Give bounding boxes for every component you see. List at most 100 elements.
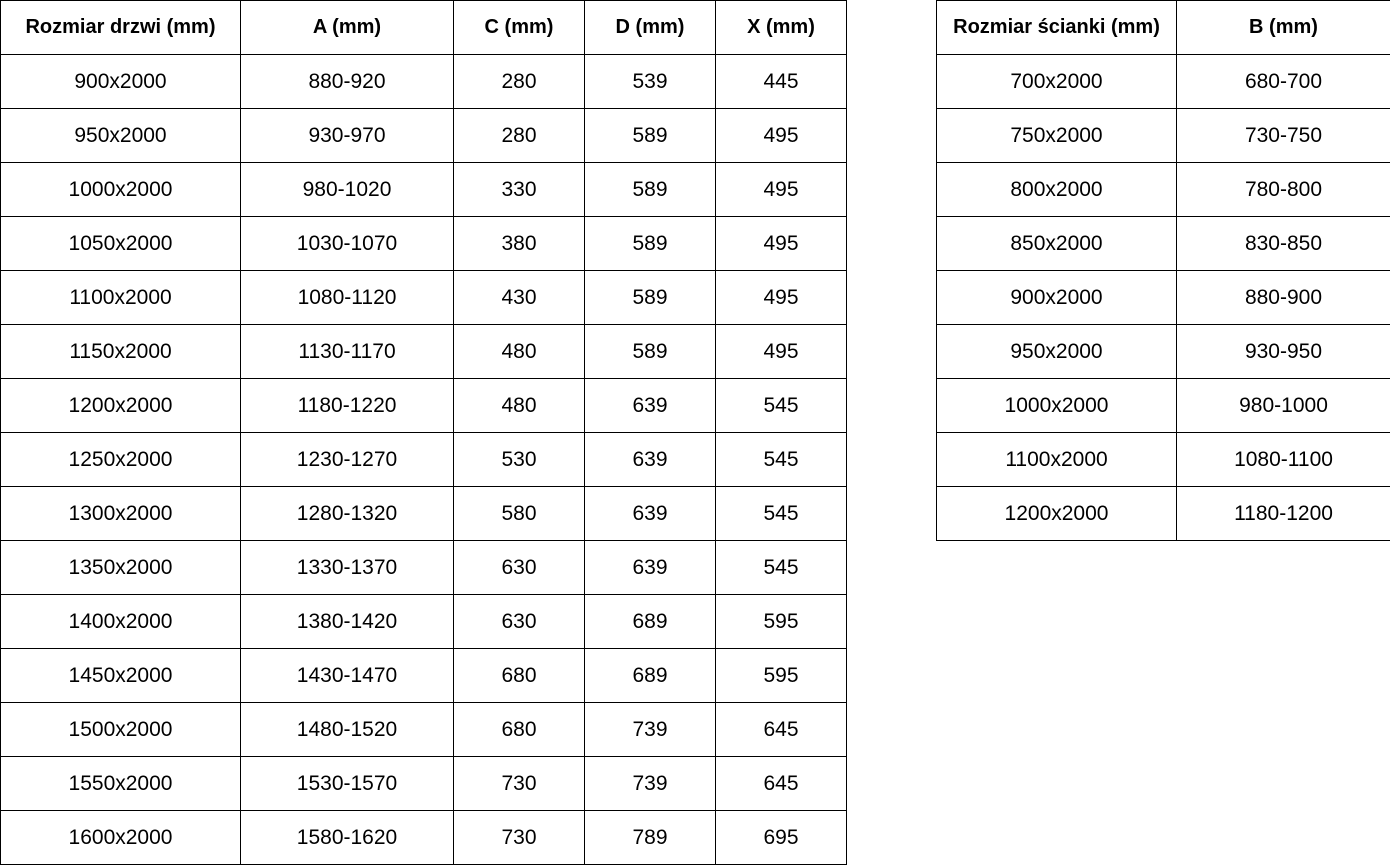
column-header: Rozmiar ścianki (mm) (936, 0, 1177, 55)
table-row: 850x2000 830-850 (936, 216, 1390, 271)
table-cell: 689 (584, 594, 716, 649)
table-cell: 645 (715, 702, 847, 757)
table-cell: 1080-1100 (1176, 432, 1390, 487)
table-row: 1000x2000 980-1020 330 589 495 (0, 162, 847, 217)
table-row: 1600x2000 1580-1620 730 789 695 (0, 810, 847, 865)
table-cell: 480 (453, 378, 585, 433)
table-cell: 1380-1420 (240, 594, 454, 649)
table-cell: 545 (715, 432, 847, 487)
table-cell: 1530-1570 (240, 756, 454, 811)
table-cell: 1000x2000 (0, 162, 241, 217)
table-cell: 495 (715, 108, 847, 163)
table-row: 900x2000 880-920 280 539 445 (0, 54, 847, 109)
table-cell: 639 (584, 378, 716, 433)
table-cell: 930-950 (1176, 324, 1390, 379)
table-cell: 850x2000 (936, 216, 1177, 271)
table-row: 800x2000 780-800 (936, 162, 1390, 217)
table-cell: 1500x2000 (0, 702, 241, 757)
table-cell: 1080-1120 (240, 270, 454, 325)
table-cell: 980-1000 (1176, 378, 1390, 433)
table-cell: 730 (453, 810, 585, 865)
table-cell: 739 (584, 756, 716, 811)
table-cell: 330 (453, 162, 585, 217)
table-cell: 689 (584, 648, 716, 703)
table-row: 1550x2000 1530-1570 730 739 645 (0, 756, 847, 811)
table-row: 900x2000 880-900 (936, 270, 1390, 325)
table-cell: 1180-1200 (1176, 486, 1390, 541)
table-row: 1350x2000 1330-1370 630 639 545 (0, 540, 847, 595)
table-cell: 950x2000 (0, 108, 241, 163)
table-cell: 495 (715, 162, 847, 217)
table-cell: 800x2000 (936, 162, 1177, 217)
column-header: Rozmiar drzwi (mm) (0, 0, 241, 55)
table-cell: 1100x2000 (936, 432, 1177, 487)
table-cell: 789 (584, 810, 716, 865)
table-cell: 680-700 (1176, 54, 1390, 109)
header-row: Rozmiar ścianki (mm) B (mm) (936, 0, 1390, 55)
table-cell: 1430-1470 (240, 648, 454, 703)
table-cell: 739 (584, 702, 716, 757)
table-cell: 645 (715, 756, 847, 811)
table-row: 1250x2000 1230-1270 530 639 545 (0, 432, 847, 487)
table-cell: 950x2000 (936, 324, 1177, 379)
table-cell: 639 (584, 486, 716, 541)
table-cell: 1230-1270 (240, 432, 454, 487)
table-cell: 900x2000 (0, 54, 241, 109)
table-row: 1300x2000 1280-1320 580 639 545 (0, 486, 847, 541)
table-cell: 1350x2000 (0, 540, 241, 595)
table-cell: 495 (715, 270, 847, 325)
table-cell: 1030-1070 (240, 216, 454, 271)
table-cell: 1550x2000 (0, 756, 241, 811)
table-cell: 830-850 (1176, 216, 1390, 271)
table-cell: 900x2000 (936, 270, 1177, 325)
door-size-table: Rozmiar drzwi (mm) A (mm) C (mm) D (mm) X (m… (0, 0, 847, 865)
table-cell: 530 (453, 432, 585, 487)
wall-size-table: Rozmiar ścianki (mm) B (mm) 700x2000 680-7… (936, 0, 1390, 541)
table-cell: 595 (715, 648, 847, 703)
table-cell: 280 (453, 108, 585, 163)
table-cell: 695 (715, 810, 847, 865)
table-cell: 545 (715, 486, 847, 541)
table-row: 1100x2000 1080-1120 430 589 495 (0, 270, 847, 325)
table-cell: 639 (584, 540, 716, 595)
table-row: 1100x2000 1080-1100 (936, 432, 1390, 487)
table-cell: 880-900 (1176, 270, 1390, 325)
table-cell: 580 (453, 486, 585, 541)
table-row: 1200x2000 1180-1200 (936, 486, 1390, 541)
table-row: 950x2000 930-950 (936, 324, 1390, 379)
table-cell: 1450x2000 (0, 648, 241, 703)
table-cell: 589 (584, 108, 716, 163)
table-row: 950x2000 930-970 280 589 495 (0, 108, 847, 163)
table-cell: 545 (715, 378, 847, 433)
table-cell: 1330-1370 (240, 540, 454, 595)
column-header: X (mm) (715, 0, 847, 55)
table-row: 1500x2000 1480-1520 680 739 645 (0, 702, 847, 757)
table-cell: 545 (715, 540, 847, 595)
table-cell: 700x2000 (936, 54, 1177, 109)
table-cell: 1180-1220 (240, 378, 454, 433)
table-row: 1400x2000 1380-1420 630 689 595 (0, 594, 847, 649)
table-cell: 539 (584, 54, 716, 109)
table-cell: 495 (715, 216, 847, 271)
table-cell: 1000x2000 (936, 378, 1177, 433)
table-cell: 1580-1620 (240, 810, 454, 865)
table-row: 1050x2000 1030-1070 380 589 495 (0, 216, 847, 271)
table-cell: 880-920 (240, 54, 454, 109)
table-cell: 1150x2000 (0, 324, 241, 379)
table-cell: 1050x2000 (0, 216, 241, 271)
table-cell: 1600x2000 (0, 810, 241, 865)
table-cell: 1400x2000 (0, 594, 241, 649)
table-cell: 1200x2000 (0, 378, 241, 433)
column-header: B (mm) (1176, 0, 1390, 55)
table-cell: 730 (453, 756, 585, 811)
table-cell: 980-1020 (240, 162, 454, 217)
table-cell: 1130-1170 (240, 324, 454, 379)
table-cell: 639 (584, 432, 716, 487)
table-cell: 780-800 (1176, 162, 1390, 217)
table-row: 1150x2000 1130-1170 480 589 495 (0, 324, 847, 379)
table-cell: 445 (715, 54, 847, 109)
column-header: A (mm) (240, 0, 454, 55)
table-cell: 750x2000 (936, 108, 1177, 163)
column-header: D (mm) (584, 0, 716, 55)
header-row: Rozmiar drzwi (mm) A (mm) C (mm) D (mm) X (m… (0, 0, 847, 55)
